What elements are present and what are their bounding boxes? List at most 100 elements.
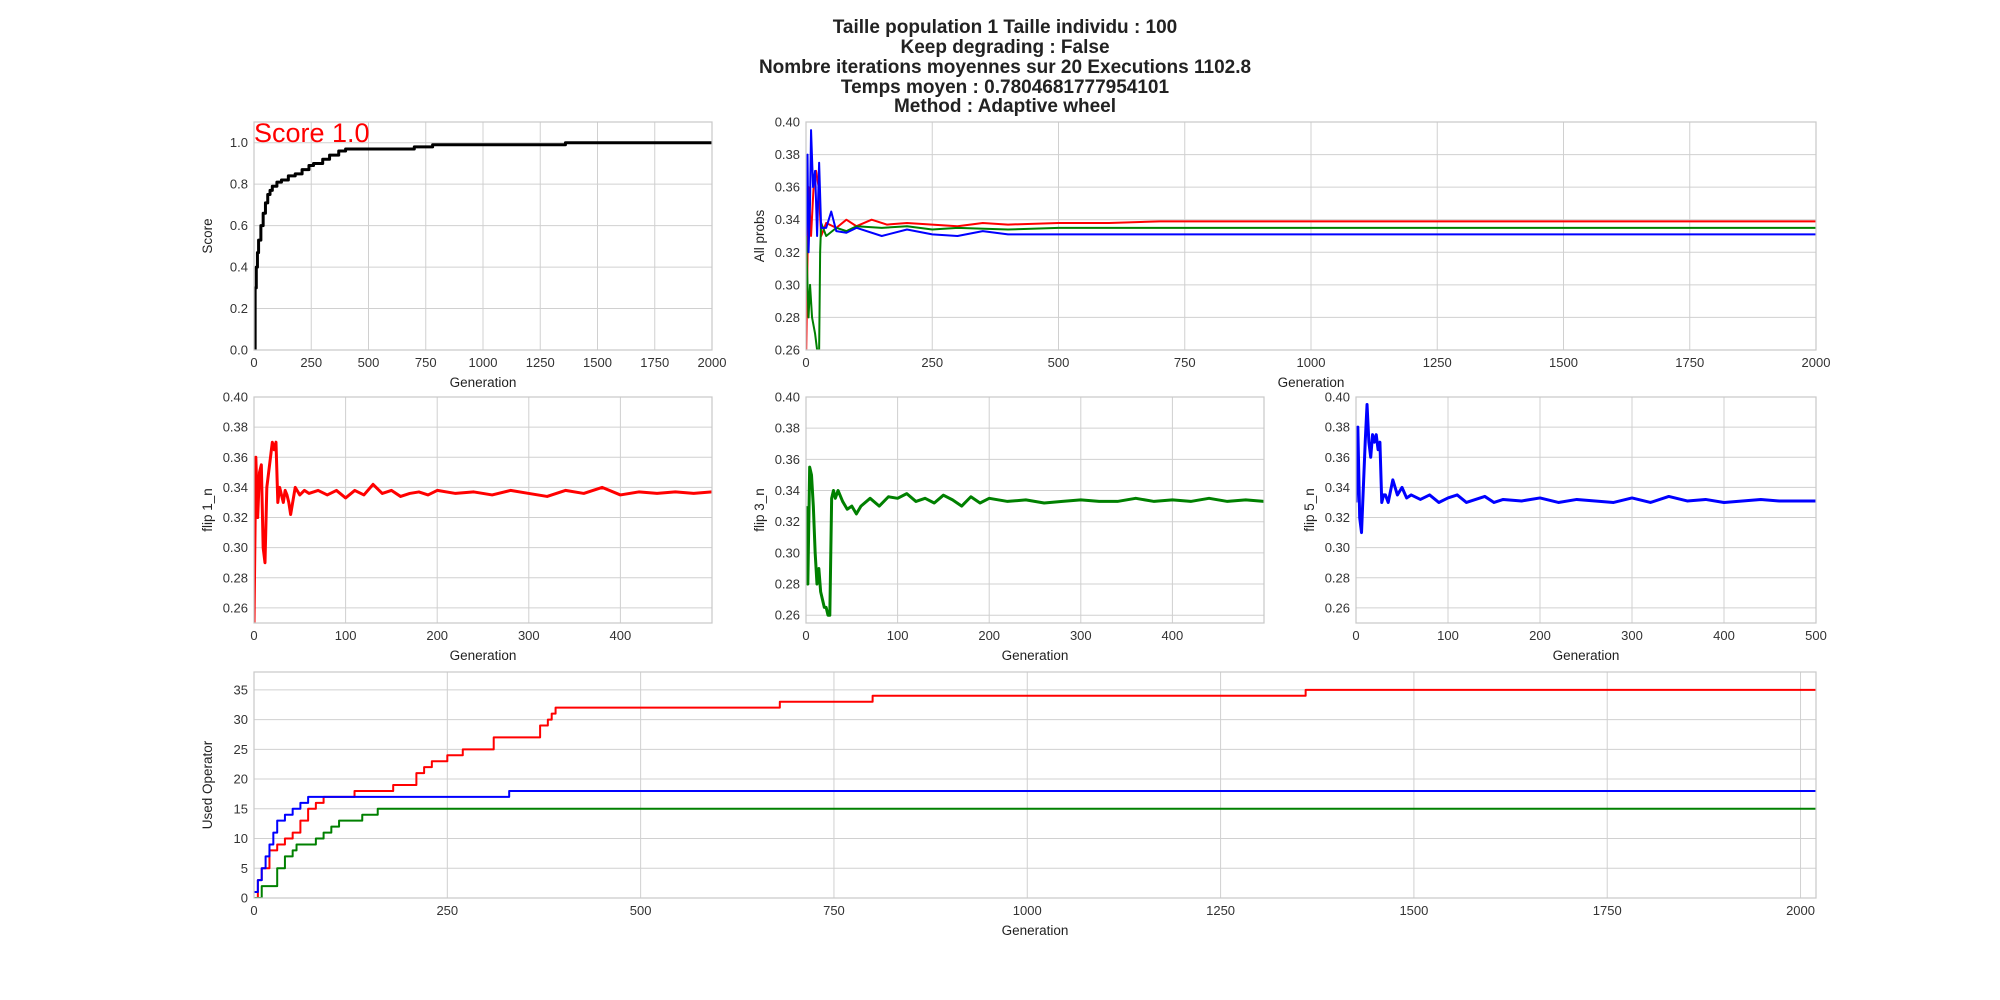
x-tick-label: 1250 (526, 355, 555, 370)
y-axis-label: All probs (752, 209, 767, 262)
y-tick-label: 10 (234, 831, 248, 846)
series-group (806, 465, 1264, 617)
x-tick-label: 1250 (1423, 355, 1452, 370)
y-tick-label: 0.30 (223, 540, 248, 555)
x-axis-label: Generation (1002, 923, 1069, 938)
series-group (1356, 403, 1816, 535)
series-group (806, 129, 1816, 350)
y-tick-label: 35 (234, 682, 248, 697)
y-tick-label: 0.28 (1325, 570, 1350, 585)
series-group (254, 688, 1816, 898)
x-tick-label: 750 (823, 903, 845, 918)
y-tick-label: 0.32 (775, 514, 800, 529)
y-axis-label: flip 1_n (200, 488, 215, 532)
y-tick-label: 0 (241, 891, 248, 906)
y-tick-label: 0.36 (775, 452, 800, 467)
y-axis-label: Score (200, 218, 215, 253)
grid (253, 396, 712, 623)
axes-frame (253, 121, 713, 351)
x-tick-label: 500 (358, 355, 380, 370)
y-tick-label: 0.38 (775, 421, 800, 436)
y-tick-label: 0.34 (1325, 480, 1350, 495)
y-tick-label: 0.28 (775, 310, 800, 325)
y-tick-label: 0.4 (230, 260, 248, 275)
y-tick-label: 5 (241, 861, 248, 876)
y-axis-label: Used Operator (200, 740, 215, 829)
series-line (806, 129, 1816, 254)
x-axis-label: Generation (1278, 375, 1345, 390)
x-tick-label: 250 (436, 903, 458, 918)
y-tick-label: 0.26 (223, 600, 248, 615)
suptitle-line: Nombre iterations moyennes sur 20 Execut… (759, 57, 1251, 78)
x-tick-label: 0 (802, 355, 809, 370)
y-tick-label: 0.38 (223, 420, 248, 435)
x-tick-label: 0 (250, 355, 257, 370)
series-line (254, 807, 1816, 898)
x-tick-label: 1750 (1675, 355, 1704, 370)
x-tick-label: 300 (1621, 628, 1643, 643)
x-tick-label: 1250 (1206, 903, 1235, 918)
y-tick-label: 0.36 (775, 180, 800, 195)
y-tick-label: 0.30 (775, 545, 800, 560)
y-tick-label: 15 (234, 801, 248, 816)
y-tick-label: 30 (234, 712, 248, 727)
x-tick-label: 1000 (1013, 903, 1042, 918)
x-tick-label: 2000 (1786, 903, 1815, 918)
axes-frame (1355, 396, 1817, 624)
x-axis-label: Generation (450, 648, 517, 663)
chart-usedop: 0 250 500 750 1000 1250 1500 1750 2000 0 5 10 15 20 25… (200, 671, 1817, 938)
y-axis-label: flip 3_n (752, 488, 767, 532)
x-tick-label: 0 (250, 903, 257, 918)
series-line (254, 440, 712, 623)
series-line (254, 789, 1816, 894)
x-tick-label: 500 (630, 903, 652, 918)
series-line (806, 465, 1264, 617)
series-line (806, 221, 1816, 350)
y-axis-label: flip 5_n (1302, 488, 1317, 532)
series-line (254, 688, 1816, 898)
x-axis-label: Generation (450, 375, 517, 390)
y-tick-label: 0.26 (1325, 600, 1350, 615)
x-tick-label: 500 (1805, 628, 1827, 643)
x-tick-label: 750 (1174, 355, 1196, 370)
axes-frame (253, 396, 713, 624)
chart-flip1: 0 100 200 300 400 0.26 0.28 0.30 0.32 0.34 0.36 0.3… (200, 390, 713, 663)
y-tick-label: 0.40 (1325, 390, 1350, 405)
x-tick-label: 100 (887, 628, 909, 643)
axes-frame (805, 121, 1817, 351)
grid (805, 396, 1264, 623)
suptitle-line: Keep degrading : False (900, 37, 1109, 58)
chart-allprobs: 0 250 500 750 1000 1250 1500 1750 2000 0.26 0.28 0.… (752, 115, 1830, 391)
x-tick-label: 300 (1070, 628, 1092, 643)
chart-flip3: 0 100 200 300 400 0.26 0.28 0.30 0.32 0.34 0.36 0.3… (752, 390, 1265, 663)
x-tick-label: 500 (1048, 355, 1070, 370)
x-tick-label: 1500 (1399, 903, 1428, 918)
y-tick-label: 0.26 (775, 608, 800, 623)
series-line (806, 169, 1816, 350)
y-tick-label: 0.8 (230, 177, 248, 192)
x-tick-label: 750 (415, 355, 437, 370)
x-tick-label: 0 (250, 628, 257, 643)
x-tick-label: 250 (921, 355, 943, 370)
grid (253, 122, 713, 351)
figure-suptitle: Taille population 1 Taille individu : 10… (759, 17, 1251, 117)
x-tick-label: 200 (978, 628, 1000, 643)
y-tick-label: 20 (234, 772, 248, 787)
x-tick-label: 1000 (469, 355, 498, 370)
y-tick-label: 0.0 (230, 343, 248, 358)
y-tick-label: 0.36 (223, 450, 248, 465)
x-tick-label: 100 (1437, 628, 1459, 643)
score-annotation: Score 1.0 (254, 118, 370, 148)
x-tick-label: 0 (1352, 628, 1359, 643)
y-tick-label: 25 (234, 742, 248, 757)
x-tick-label: 200 (426, 628, 448, 643)
y-tick-label: 0.40 (775, 115, 800, 130)
suptitle-line: Method : Adaptive wheel (894, 96, 1116, 117)
y-tick-label: 0.32 (775, 245, 800, 260)
x-axis-label: Generation (1553, 648, 1620, 663)
suptitle-line: Taille population 1 Taille individu : 10… (833, 17, 1178, 38)
y-tick-label: 0.40 (775, 390, 800, 405)
chart-flip5: 0 100 200 300 400 500 0.26 0.28 0.30 0.32 0.34 0.36… (1302, 390, 1827, 664)
series-group (254, 141, 712, 350)
